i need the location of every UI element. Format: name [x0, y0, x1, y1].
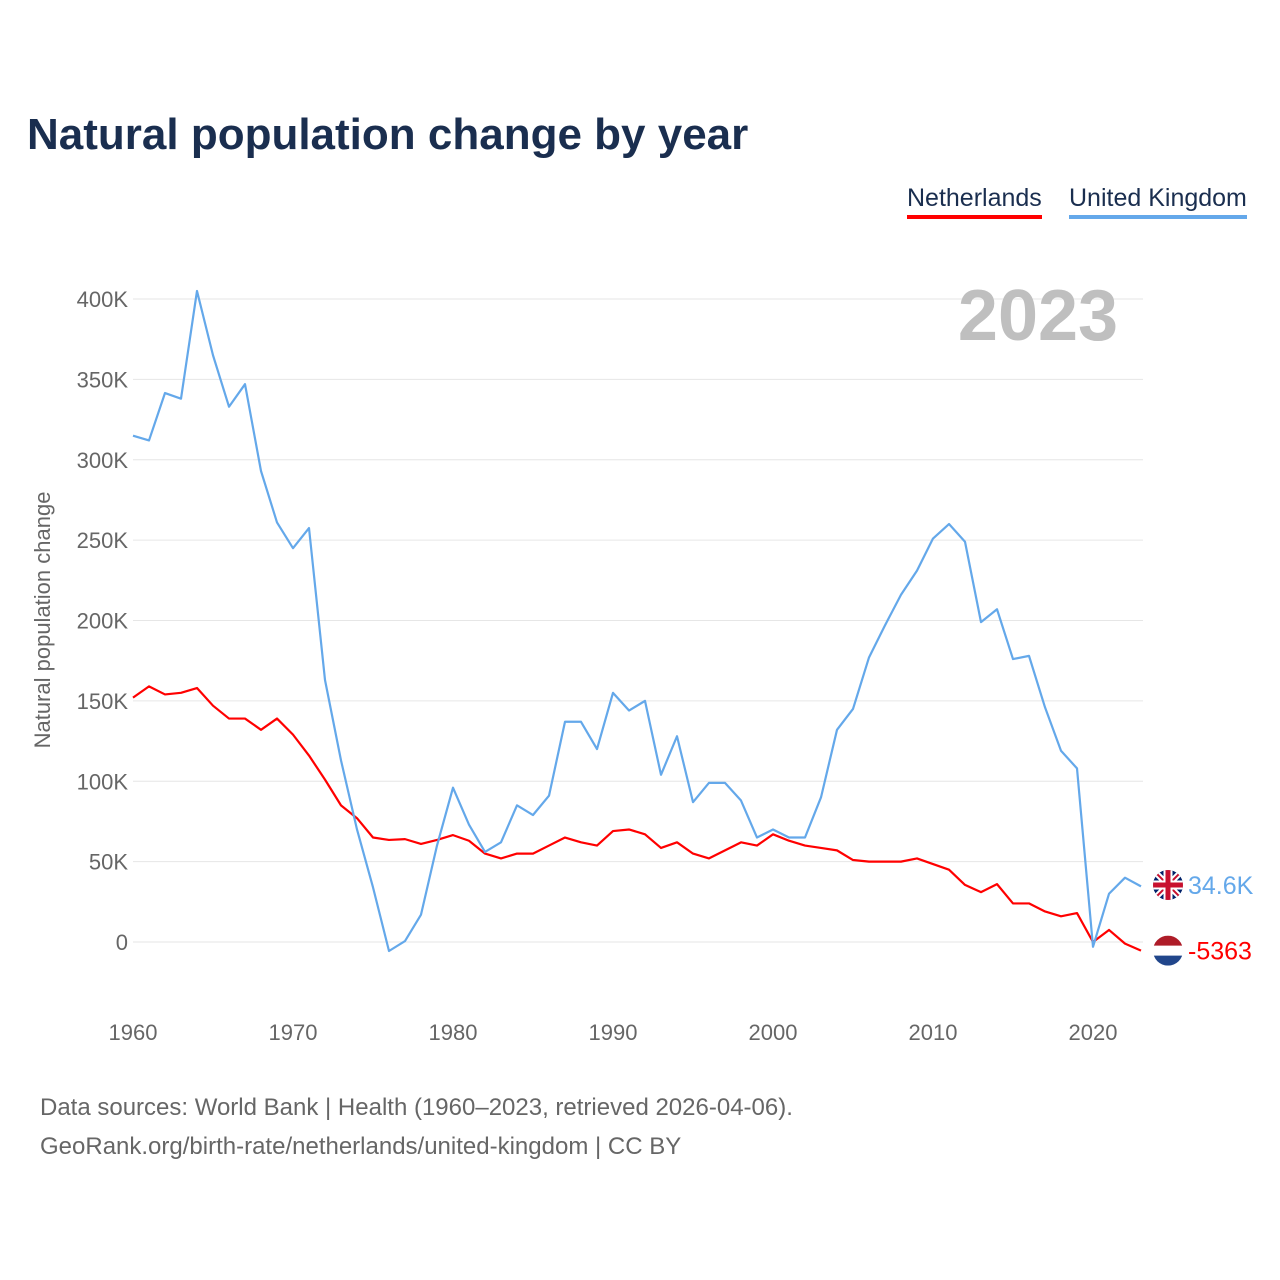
flag-cross-red	[1153, 870, 1183, 900]
y-tick-label: 0	[116, 930, 128, 955]
legend-netherlands[interactable]: Netherlands	[907, 184, 1042, 219]
y-tick-label: 150K	[77, 689, 129, 714]
flag-red	[1153, 935, 1183, 946]
x-tick-label: 1980	[429, 1020, 478, 1045]
y-tick-label: 50K	[89, 850, 128, 875]
x-tick-label: 1970	[269, 1020, 318, 1045]
legend-united-kingdom[interactable]: United Kingdom	[1069, 184, 1247, 219]
uk-flag-icon	[1153, 870, 1183, 900]
x-tick-label: 2010	[909, 1020, 958, 1045]
series-line-united-kingdom	[132, 289, 1142, 953]
footer: Data sources: World Bank | Health (1960–…	[40, 1088, 793, 1166]
flag-blue	[1153, 955, 1183, 966]
source-link[interactable]: GeoRank.org/birth-rate/netherlands/unite…	[40, 1133, 682, 1160]
end-value-label: -5363	[1188, 938, 1252, 966]
x-tick-label: 1960	[109, 1020, 158, 1045]
y-tick-label: 100K	[77, 769, 129, 794]
x-tick-label: 1990	[589, 1020, 638, 1045]
y-tick-label: 200K	[77, 609, 129, 634]
y-tick-label: 300K	[77, 448, 129, 473]
end-value-label: 34.6K	[1188, 872, 1254, 900]
netherlands-flag-icon	[1153, 935, 1183, 966]
y-axis-label: Natural population change	[30, 492, 55, 749]
y-tick-label: 400K	[77, 287, 129, 312]
uk-flag-body	[1153, 870, 1183, 900]
x-tick-label: 2000	[749, 1020, 798, 1045]
y-tick-label: 250K	[77, 528, 129, 553]
data-source: Data sources: World Bank | Health (1960–…	[40, 1094, 793, 1121]
chart-title: Natural population change by year	[27, 110, 749, 159]
series-line-netherlands	[132, 685, 1142, 952]
y-tick-label: 350K	[77, 367, 129, 392]
year-watermark: 2023	[958, 276, 1118, 356]
x-tick-label: 2020	[1069, 1020, 1118, 1045]
